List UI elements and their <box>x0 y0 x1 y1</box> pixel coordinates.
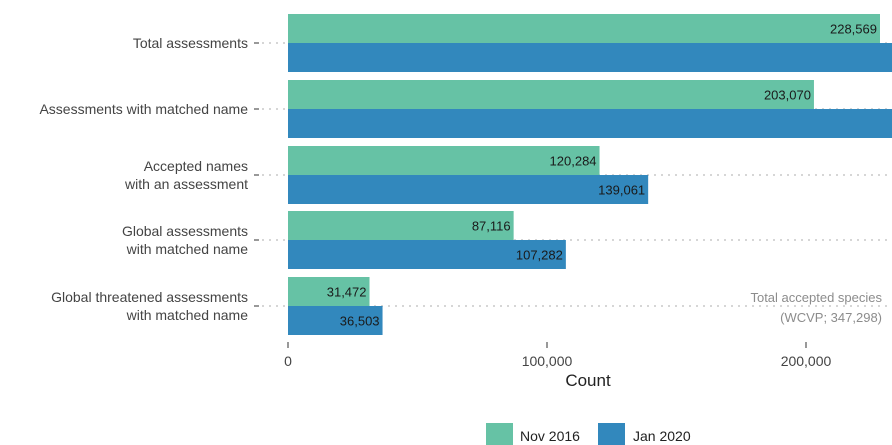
bar-value-label: 203,070 <box>764 88 811 103</box>
reference-line-label: (WCVP; 347,298) <box>780 310 882 325</box>
bar-jan2020-4 <box>288 306 383 335</box>
bar-nov2016-1 <box>288 80 814 109</box>
bar-nov2016-3 <box>288 211 514 240</box>
bar-value-label: 31,472 <box>327 285 367 300</box>
bar-value-label: 87,116 <box>472 219 511 234</box>
bar-value-label: 139,061 <box>598 183 645 198</box>
bar-nov2016-4 <box>288 277 370 306</box>
category-label: Assessments with matched name <box>39 101 248 117</box>
bar-value-label: 107,282 <box>516 248 563 263</box>
bar-value-label: 120,284 <box>550 154 597 169</box>
x-axis-title: Count <box>565 371 611 390</box>
bar-jan2020-3 <box>288 240 566 269</box>
category-label: Global threatened assessments <box>51 289 248 305</box>
category-label: with matched name <box>126 241 249 257</box>
category-label: Total assessments <box>133 35 248 51</box>
category-label: with matched name <box>126 307 249 323</box>
legend-label: Nov 2016 <box>520 428 580 444</box>
reference-line-label: Total accepted species <box>750 290 882 305</box>
bar-value-label: 228,569 <box>830 22 877 37</box>
category-label: Global assessments <box>122 223 248 239</box>
legend-label: Jan 2020 <box>633 428 691 444</box>
x-tick-label: 100,000 <box>522 353 573 369</box>
bar-jan2020-0 <box>288 43 892 72</box>
bar-value-label: 36,503 <box>340 314 380 329</box>
x-tick-label: 200,000 <box>781 353 832 369</box>
category-label: with an assessment <box>124 176 248 192</box>
bar-jan2020-1 <box>288 109 892 138</box>
legend-key-nov2016 <box>486 423 513 445</box>
x-tick-label: 0 <box>284 353 292 369</box>
legend-key-jan2020 <box>598 423 625 445</box>
bar-nov2016-0 <box>288 14 880 43</box>
bar-jan2020-2 <box>288 175 649 204</box>
bar-nov2016-2 <box>288 146 600 175</box>
category-label: Accepted names <box>144 158 248 174</box>
